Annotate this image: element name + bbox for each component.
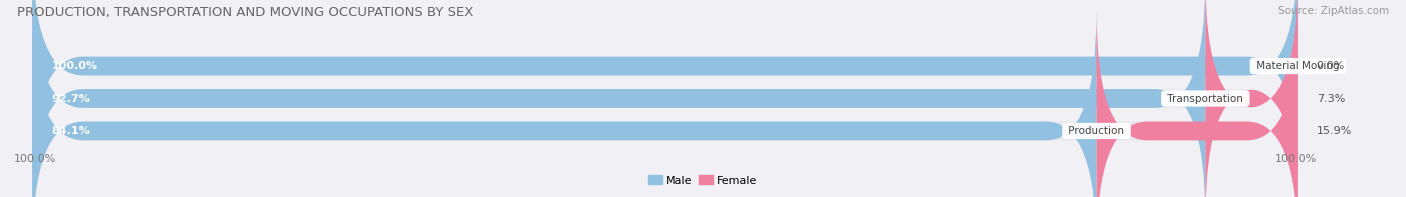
Text: 7.3%: 7.3% bbox=[1317, 94, 1346, 103]
FancyBboxPatch shape bbox=[32, 11, 1298, 197]
FancyBboxPatch shape bbox=[1205, 0, 1298, 197]
Legend: Male, Female: Male, Female bbox=[644, 171, 762, 190]
Text: 15.9%: 15.9% bbox=[1317, 126, 1353, 136]
FancyBboxPatch shape bbox=[32, 0, 1298, 197]
Text: 100.0%: 100.0% bbox=[14, 154, 56, 164]
Text: 92.7%: 92.7% bbox=[52, 94, 90, 103]
FancyBboxPatch shape bbox=[32, 0, 1298, 186]
Text: 84.1%: 84.1% bbox=[52, 126, 90, 136]
Text: Production: Production bbox=[1066, 126, 1128, 136]
Text: PRODUCTION, TRANSPORTATION AND MOVING OCCUPATIONS BY SEX: PRODUCTION, TRANSPORTATION AND MOVING OC… bbox=[17, 6, 474, 19]
Text: Source: ZipAtlas.com: Source: ZipAtlas.com bbox=[1278, 6, 1389, 16]
FancyBboxPatch shape bbox=[32, 11, 1097, 197]
Text: 100.0%: 100.0% bbox=[52, 61, 97, 71]
Text: Transportation: Transportation bbox=[1164, 94, 1247, 103]
FancyBboxPatch shape bbox=[32, 0, 1298, 186]
FancyBboxPatch shape bbox=[32, 0, 1205, 197]
Text: 0.0%: 0.0% bbox=[1317, 61, 1346, 71]
Text: Material Moving: Material Moving bbox=[1253, 61, 1343, 71]
Text: 100.0%: 100.0% bbox=[1274, 154, 1317, 164]
FancyBboxPatch shape bbox=[1097, 11, 1298, 197]
